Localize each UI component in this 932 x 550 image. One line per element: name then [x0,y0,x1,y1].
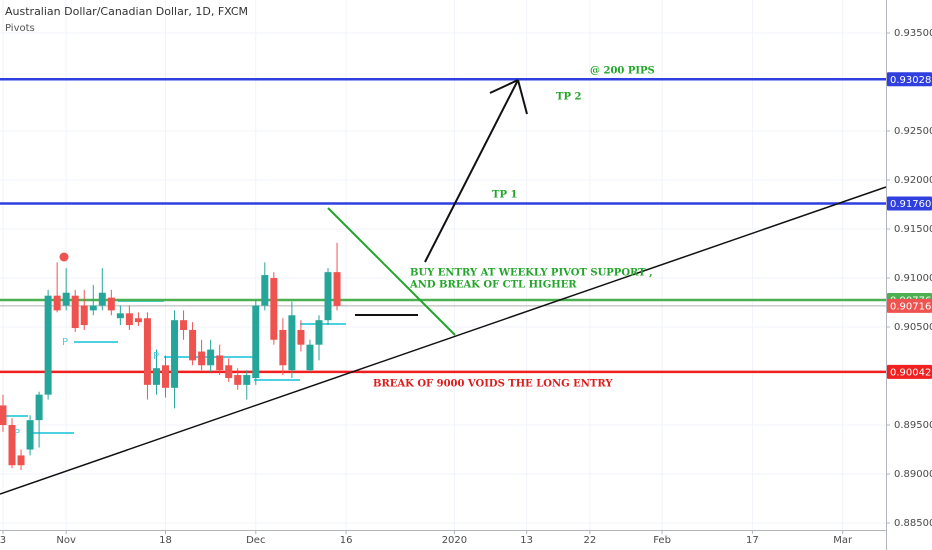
candle-body [125,313,133,326]
candle-body [261,275,269,306]
annotation: BUY ENTRY AT WEEKLY PIVOT SUPPORT , [410,268,653,279]
annotation: TP 1 [492,190,517,201]
candle-body [306,344,314,371]
candle-body [0,405,7,426]
candle-body [207,349,215,366]
candle-body [62,292,70,306]
chart-title: Australian Dollar/Canadian Dollar, 1D, F… [5,5,248,18]
candle-body [107,297,115,311]
candle-body [44,295,52,395]
price-badge [887,364,932,379]
candle-body [234,375,242,385]
candle-body [89,305,97,311]
x-tick-label: 3 [0,535,6,546]
price-badge [887,298,932,313]
pivot-label: P [14,428,20,439]
price-badge [887,72,932,87]
candle-body [8,425,16,466]
candle-body [243,375,251,385]
y-tick-label: 0.93500 [894,28,932,39]
x-tick-label: 2020 [442,535,467,546]
candle-body [216,355,224,371]
y-tick-label: 0.91500 [894,224,932,235]
grid [0,0,886,530]
candle-body [35,394,43,421]
candle-body [17,455,25,466]
y-tick-label: 0.92500 [894,126,932,137]
x-tick-label: 22 [583,535,596,546]
candle-body [252,305,260,378]
candle-body [189,329,197,361]
x-tick-label: Mar [833,535,853,546]
x-tick-label: 18 [159,535,172,546]
annotation: @ 200 PIPS [590,66,655,77]
candle-body [288,315,296,371]
y-tick-label: 0.89500 [894,420,932,431]
price-badge [887,196,932,211]
pivot-label: P [153,351,159,362]
candle-body [161,365,169,388]
candle-body [152,368,160,385]
candle-body [180,320,188,330]
x-tick-label: Feb [653,535,671,546]
down-line [327,207,456,336]
candle-body [315,320,323,345]
pivot-label: P [62,337,68,348]
candle-body [333,272,341,306]
target-arrow [424,79,528,263]
x-tick-label: Dec [246,535,265,546]
candle-body [171,320,179,388]
candle-body [134,318,142,323]
candle-body [116,313,124,319]
y-tick-label: 0.92000 [894,175,932,186]
y-tick-label: 0.88500 [894,518,932,529]
x-tick-label: 13 [520,535,533,546]
candle-body [98,292,106,306]
axes: 0.93500 0.92500 0.92000 0.91500 0.91000 0.905… [0,28,932,546]
y-tick-label: 0.90500 [894,322,932,333]
annotation: BREAK OF 9000 VOIDS THE LONG ENTRY [373,379,613,390]
candle-body [71,295,79,329]
candles [0,242,341,471]
price-badge-label: 0.93028 [890,75,931,86]
candle-body [53,295,61,311]
indicator-name: Pivots [5,23,35,34]
event-dot [59,252,69,262]
candle-body [324,272,332,321]
x-tick-label: Nov [56,535,76,546]
candle-body [80,305,88,326]
annotations: @ 200 PIPS TP 2 TP 1 BUY ENTRY AT WEEKLY PI… [373,66,655,390]
x-tick-label: 16 [340,535,353,546]
y-tick-label: 0.89000 [894,469,932,480]
y-tick-label: 0.91000 [894,273,932,284]
annotation: TP 2 [556,92,581,103]
price-badge-label: 0.90042 [890,367,931,378]
candle-body [26,420,34,450]
candle-body [297,329,305,345]
candle-body [279,329,287,366]
price-badge-label: 0.91760 [890,199,931,210]
annotation: AND BREAK OF CTL HIGHER [409,280,577,291]
candle-body [225,365,233,378]
candle-body [198,351,206,366]
trend-line [0,186,887,495]
price-badge-label: 0.90716 [890,301,931,312]
candle-body [270,278,278,340]
x-tick-label: 17 [746,535,759,546]
candle-body [143,318,151,385]
